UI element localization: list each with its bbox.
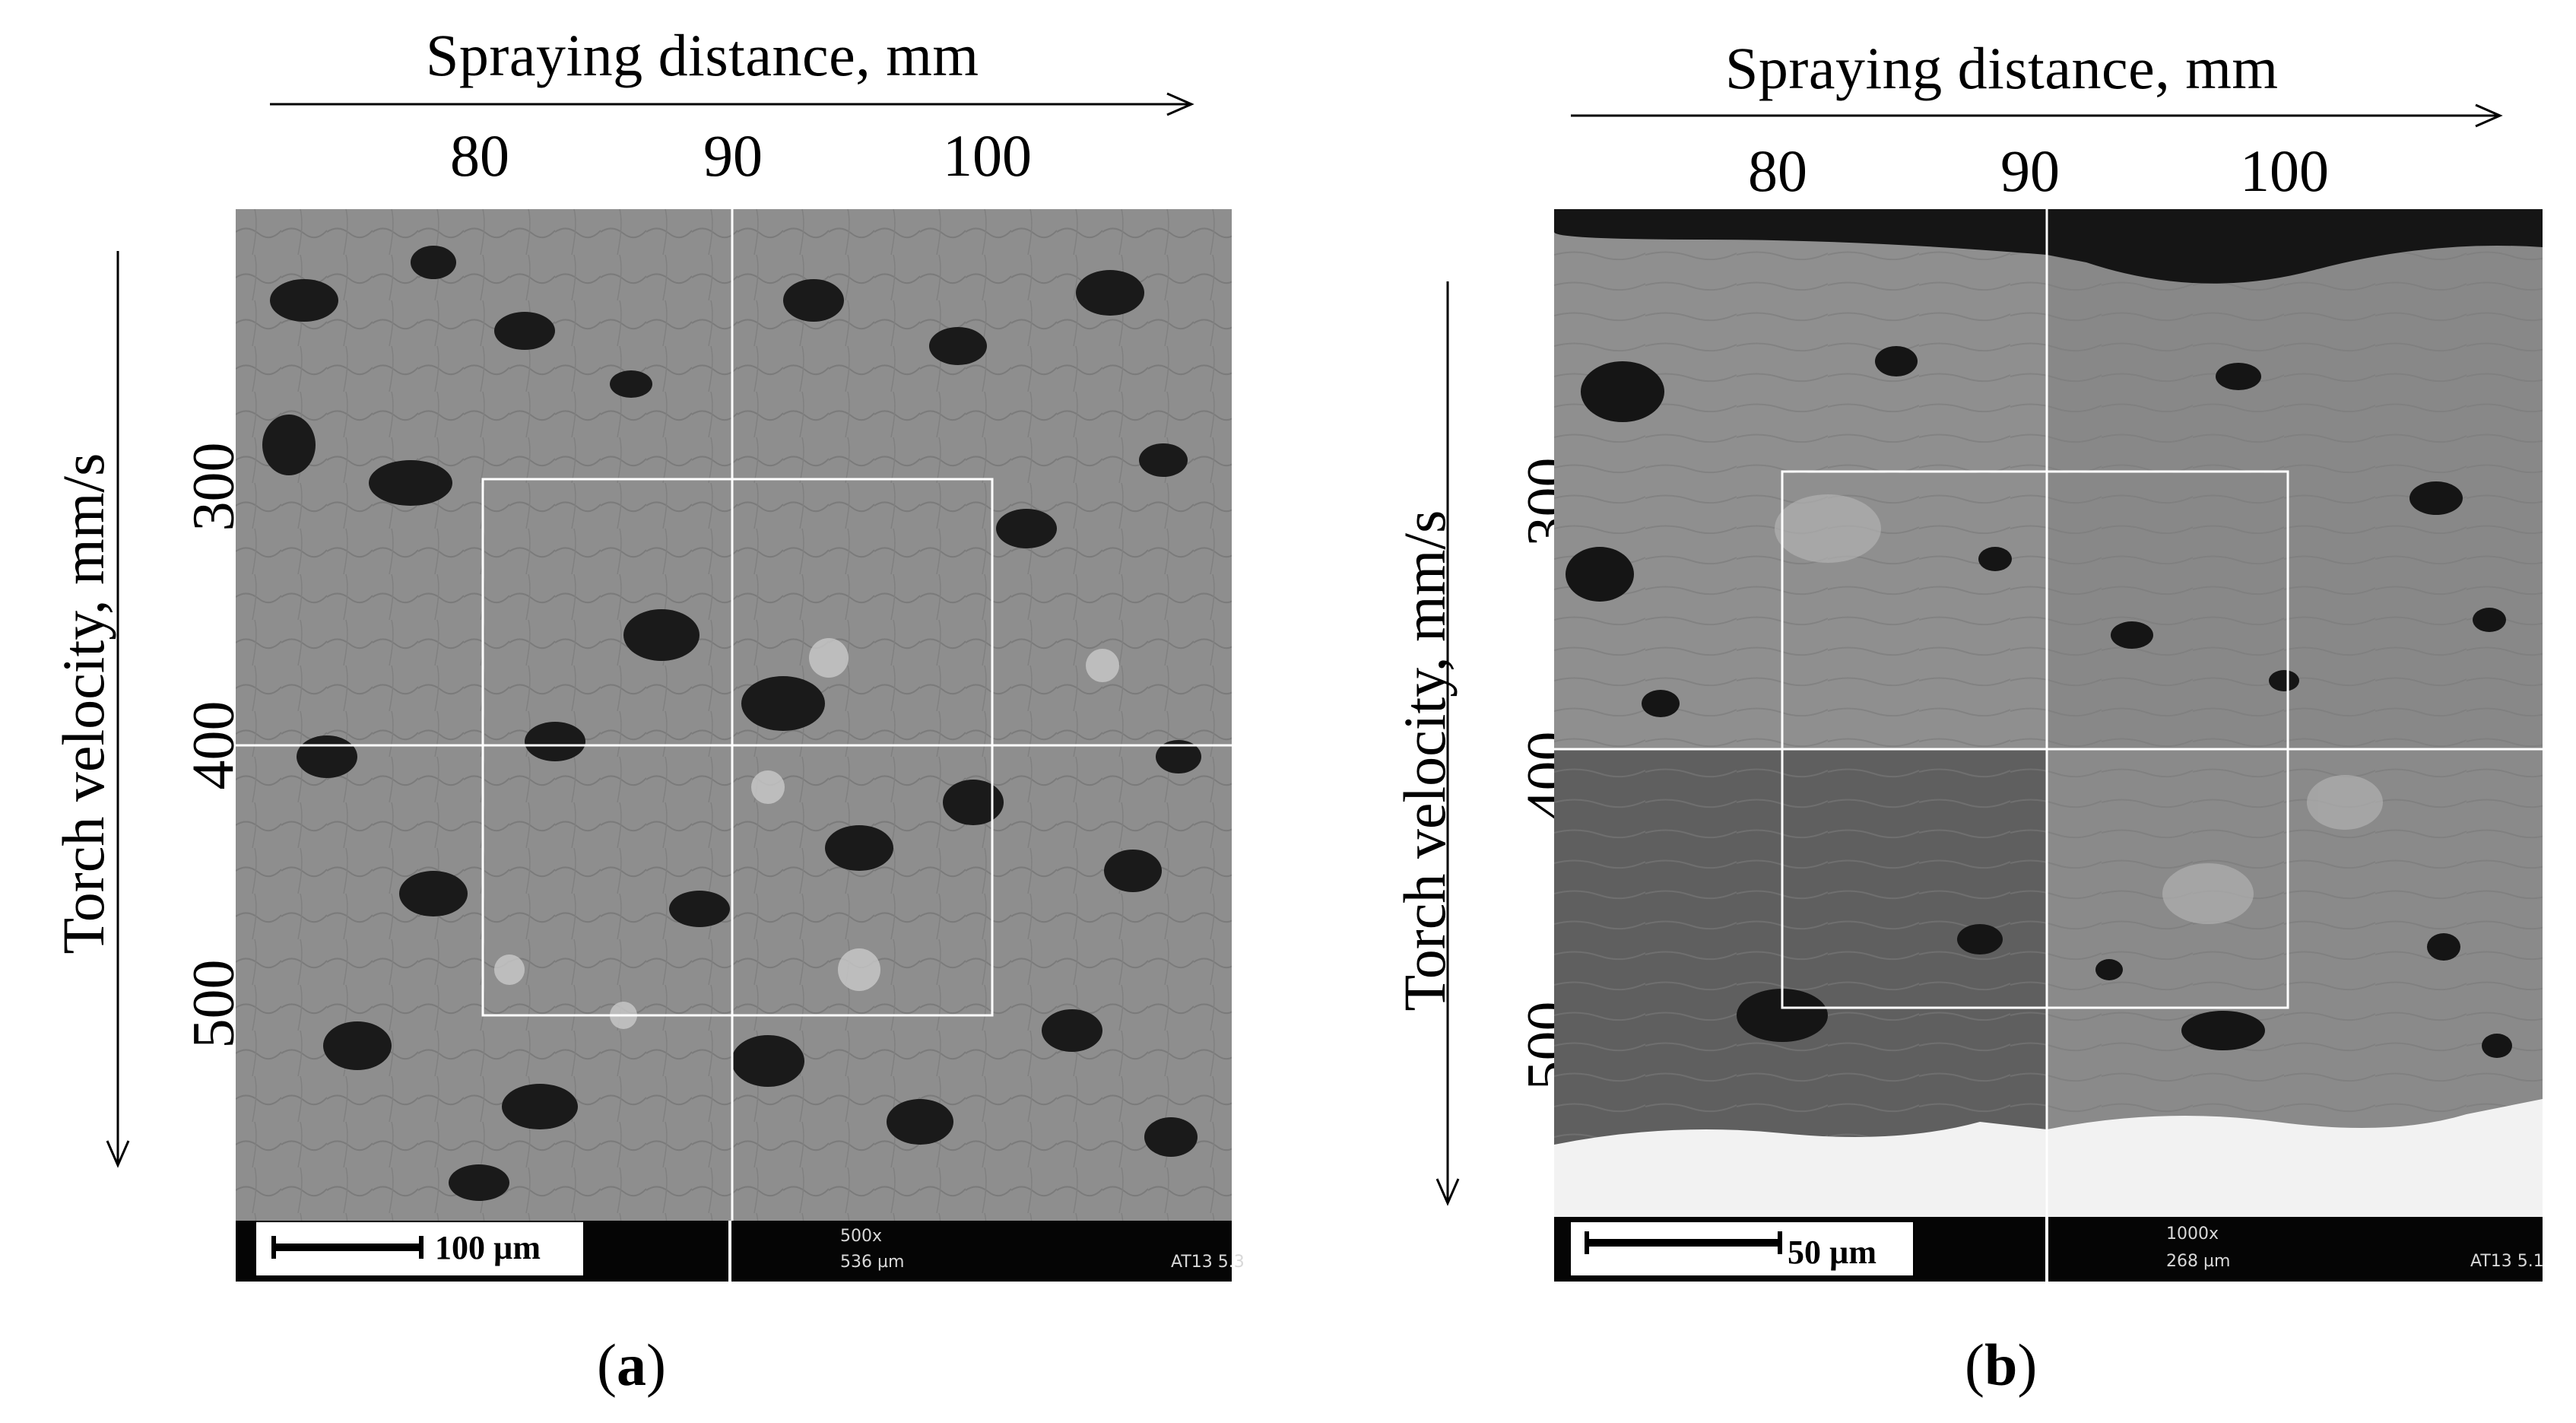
micrograph-mosaic-a — [236, 209, 1232, 1274]
sample-id: AT13 5.3 — [1171, 1253, 1245, 1272]
x-tick-80: 80 — [1748, 138, 1807, 204]
info-bar-divider — [728, 1221, 731, 1282]
x-axis-title: Spraying distance, mm — [426, 22, 979, 88]
sem-surface-micrograph — [236, 209, 1232, 1221]
x-axis-arrow — [270, 92, 1194, 116]
y-axis-title: Torch velocity, mm/s — [1391, 510, 1458, 1012]
x-tick-90: 90 — [703, 122, 763, 189]
y-axis-arrow — [1436, 281, 1460, 1206]
panel-caption-a: (a) — [597, 1332, 666, 1398]
y-axis-title: Torch velocity, mm/s — [50, 453, 116, 954]
x-axis-arrow — [1571, 103, 2503, 128]
scale-bar-box: 50 µm — [1569, 1221, 1915, 1277]
field-width-readout: 268 µm — [2166, 1252, 2231, 1271]
x-axis-title: Spraying distance, mm — [1725, 35, 2279, 101]
x-tick-90: 90 — [2000, 138, 2060, 204]
panel-label: a — [616, 1332, 646, 1398]
panel-b: Spraying distance, mm 80 90 100 Torch ve… — [1288, 0, 2576, 1423]
x-tick-100: 100 — [2240, 138, 2329, 204]
magnification-readout: 500x — [840, 1227, 883, 1246]
panel-a: Spraying distance, mm 80 90 100 Torch ve… — [50, 22, 1245, 1398]
scale-bar-label: 50 µm — [1788, 1234, 1877, 1271]
micrograph-mosaic-b — [1554, 209, 2543, 1274]
info-bar-divider — [2045, 1217, 2048, 1282]
panel-label: b — [1984, 1332, 2018, 1398]
scale-bar-box: 100 µm — [255, 1221, 585, 1277]
sample-id: AT13 5.1 — [2470, 1252, 2544, 1271]
panel-caption-b: (b) — [1965, 1332, 2038, 1398]
scale-bar-line — [271, 1236, 424, 1259]
magnification-readout: 1000x — [2166, 1224, 2219, 1244]
field-width-readout: 536 µm — [840, 1253, 905, 1272]
x-tick-80: 80 — [450, 122, 509, 189]
y-axis-arrow — [106, 251, 130, 1168]
x-tick-100: 100 — [943, 122, 1032, 189]
scale-bar-line — [1585, 1231, 1782, 1254]
scale-bar-label: 100 µm — [435, 1229, 541, 1266]
sem-cross-section-micrograph — [1554, 209, 2543, 1221]
